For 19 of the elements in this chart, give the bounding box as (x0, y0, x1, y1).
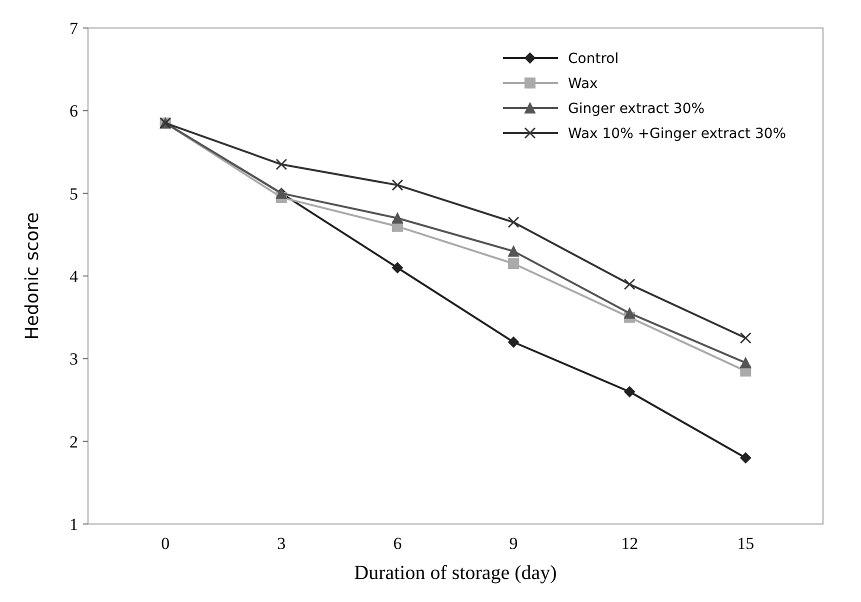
y-tick-label: 1 (70, 514, 78, 534)
legend-label: Control (568, 50, 619, 67)
legend-label: Ginger extract 30% (568, 100, 705, 117)
x-tick-label: 0 (161, 534, 170, 553)
y-tick-label: 4 (70, 266, 78, 286)
y-axis-title: Hedonic score (22, 212, 43, 340)
legend-label: Wax (568, 76, 598, 92)
x-tick-label: 12 (621, 534, 638, 553)
y-tick-label: 6 (70, 102, 78, 121)
y-tick-label: 2 (70, 432, 78, 452)
y-tick-label: 3 (70, 350, 78, 369)
x-axis-title: Duration of storage (day) (354, 562, 557, 584)
y-tick-label: 7 (70, 18, 78, 38)
x-tick-label: 6 (393, 534, 402, 553)
x-tick-label: 9 (509, 534, 518, 553)
y-tick-label: 5 (70, 184, 78, 204)
legend-label: Wax 10% +Ginger extract 30% (568, 126, 786, 142)
x-tick-label: 15 (737, 534, 754, 553)
x-tick-label: 3 (277, 534, 286, 553)
